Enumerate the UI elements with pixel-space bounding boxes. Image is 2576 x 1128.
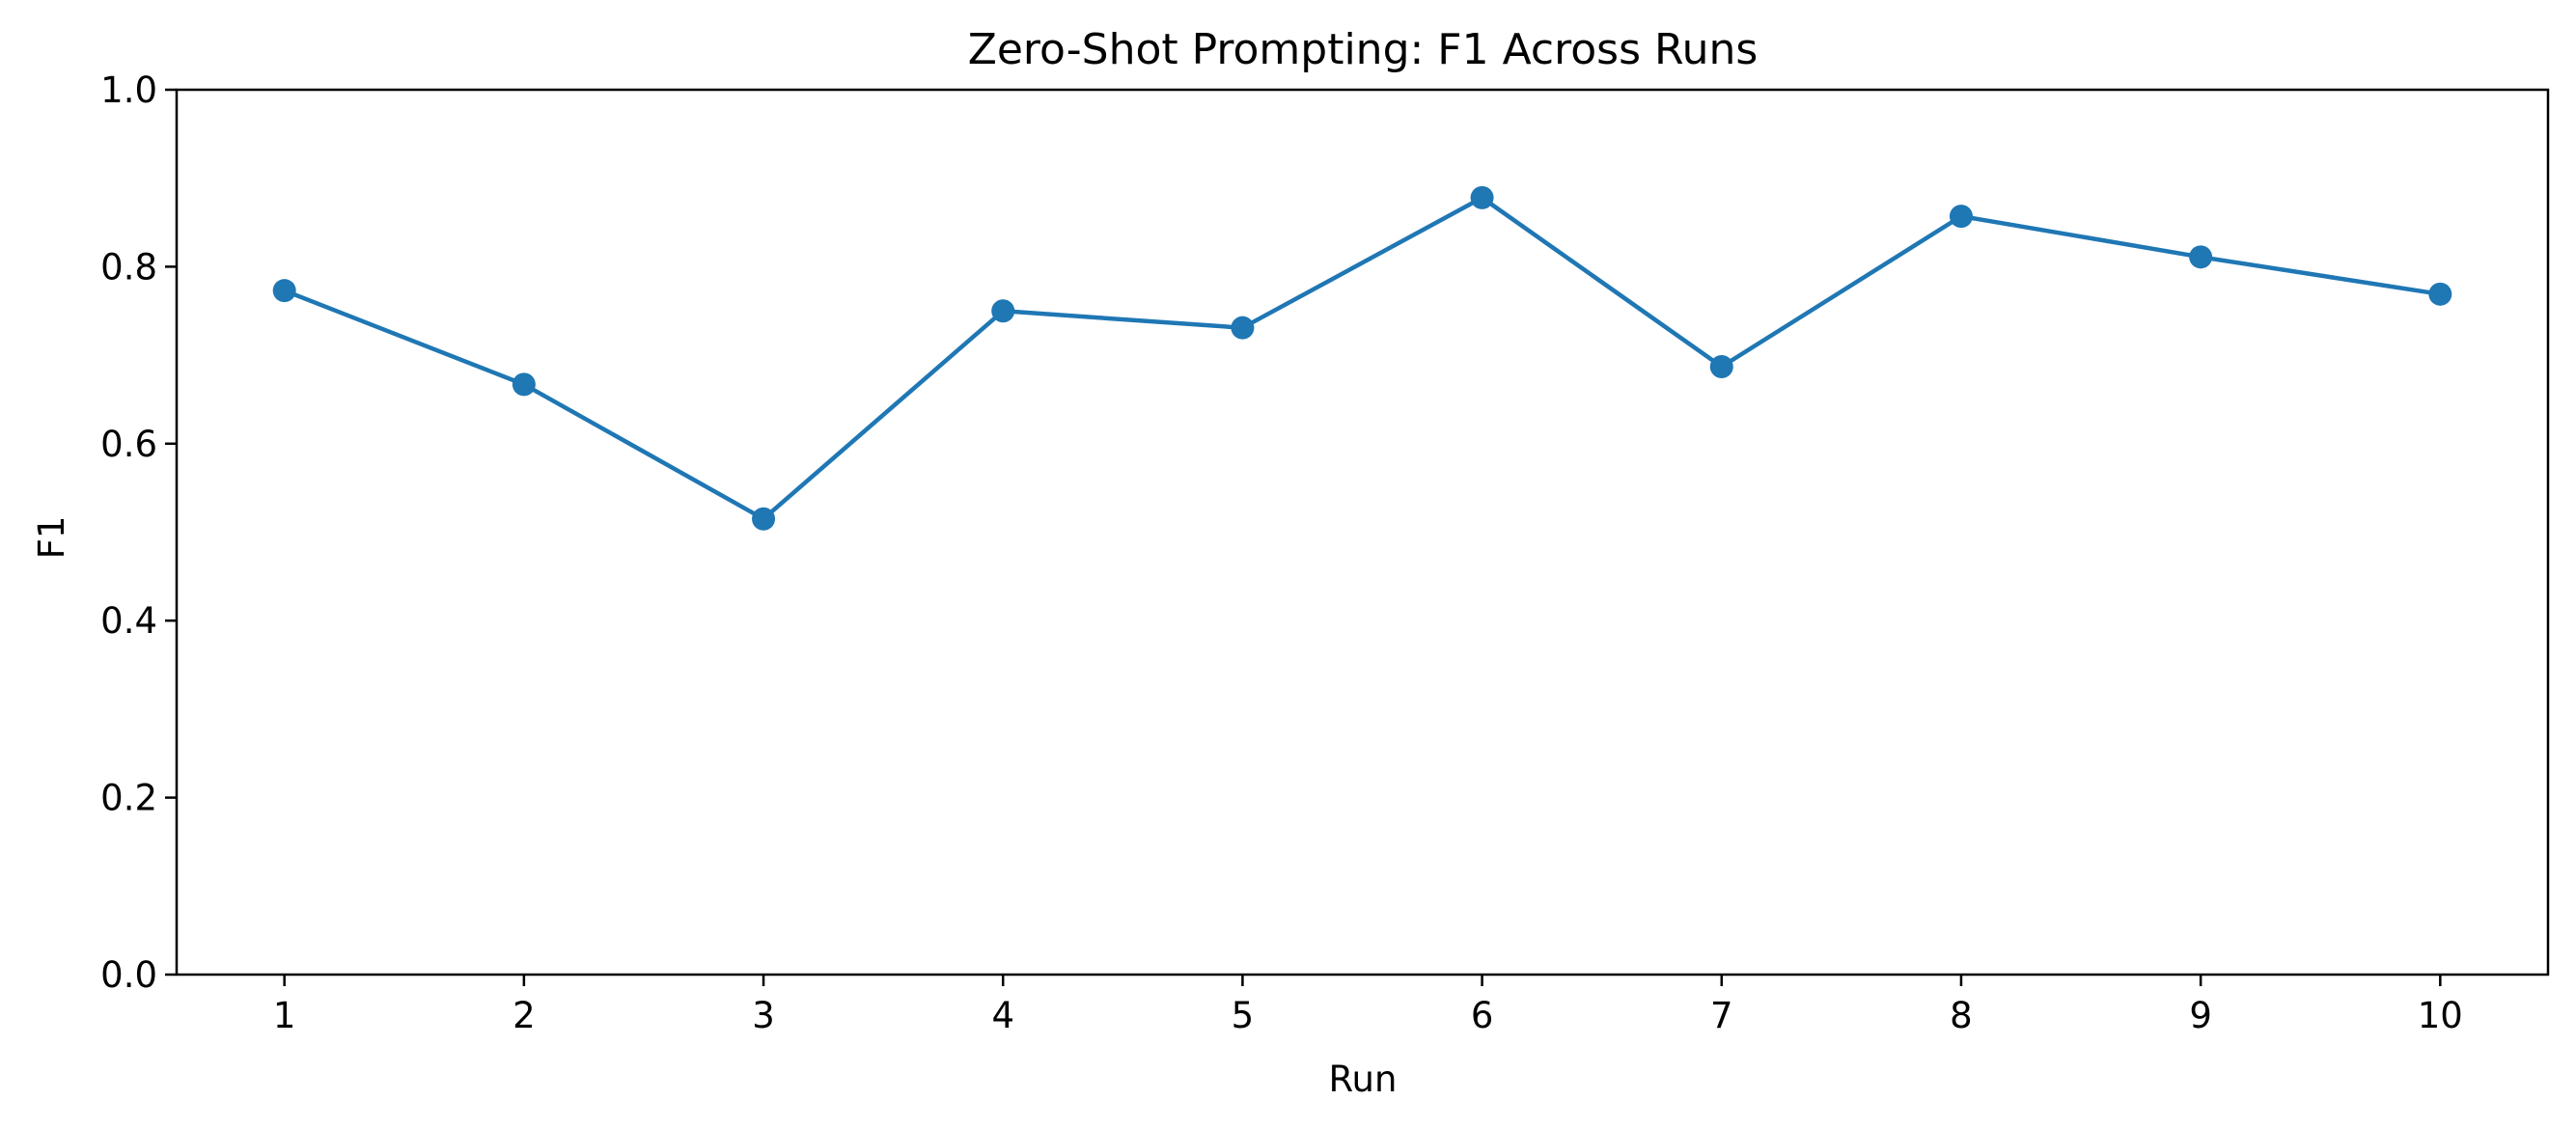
data-point <box>512 372 536 397</box>
data-point <box>752 507 776 531</box>
y-tick-label: 1.0 <box>100 69 157 111</box>
y-tick-label: 0.6 <box>100 424 157 465</box>
y-axis-label: F1 <box>31 516 72 560</box>
plot-frame <box>175 88 2550 977</box>
x-tick-label: 7 <box>1710 995 1733 1036</box>
x-axis: 1 2 3 4 5 6 7 8 9 10 <box>273 975 2463 1036</box>
chart-title: Zero-Shot Prompting: F1 Across Runs <box>968 25 1759 74</box>
x-tick-label: 5 <box>1232 995 1255 1036</box>
data-point <box>2189 245 2213 269</box>
series-line <box>283 195 2441 521</box>
x-tick-label: 1 <box>273 995 296 1036</box>
y-tick-label: 0.4 <box>100 600 157 642</box>
x-tick-label: 3 <box>752 995 775 1036</box>
x-tick-label: 10 <box>2418 995 2463 1036</box>
data-point <box>1231 316 1255 340</box>
x-tick-label: 9 <box>2189 995 2212 1036</box>
y-tick-label: 0.8 <box>100 246 157 288</box>
data-point <box>1949 205 1973 229</box>
data-point <box>272 279 296 303</box>
x-axis-label: Run <box>1329 1059 1398 1100</box>
y-tick-label: 0.0 <box>100 954 157 996</box>
x-tick-label: 6 <box>1471 995 1494 1036</box>
x-tick-label: 2 <box>512 995 536 1036</box>
data-point <box>1470 185 1494 209</box>
data-point <box>991 299 1015 323</box>
plot-area <box>272 185 2452 531</box>
data-point <box>2428 282 2452 306</box>
x-tick-label: 8 <box>1950 995 1973 1036</box>
data-point <box>1709 355 1733 379</box>
y-tick-label: 0.2 <box>100 778 157 819</box>
y-axis: 0.0 0.2 0.4 0.6 0.8 1.0 <box>100 69 177 996</box>
x-tick-label: 4 <box>991 995 1014 1036</box>
